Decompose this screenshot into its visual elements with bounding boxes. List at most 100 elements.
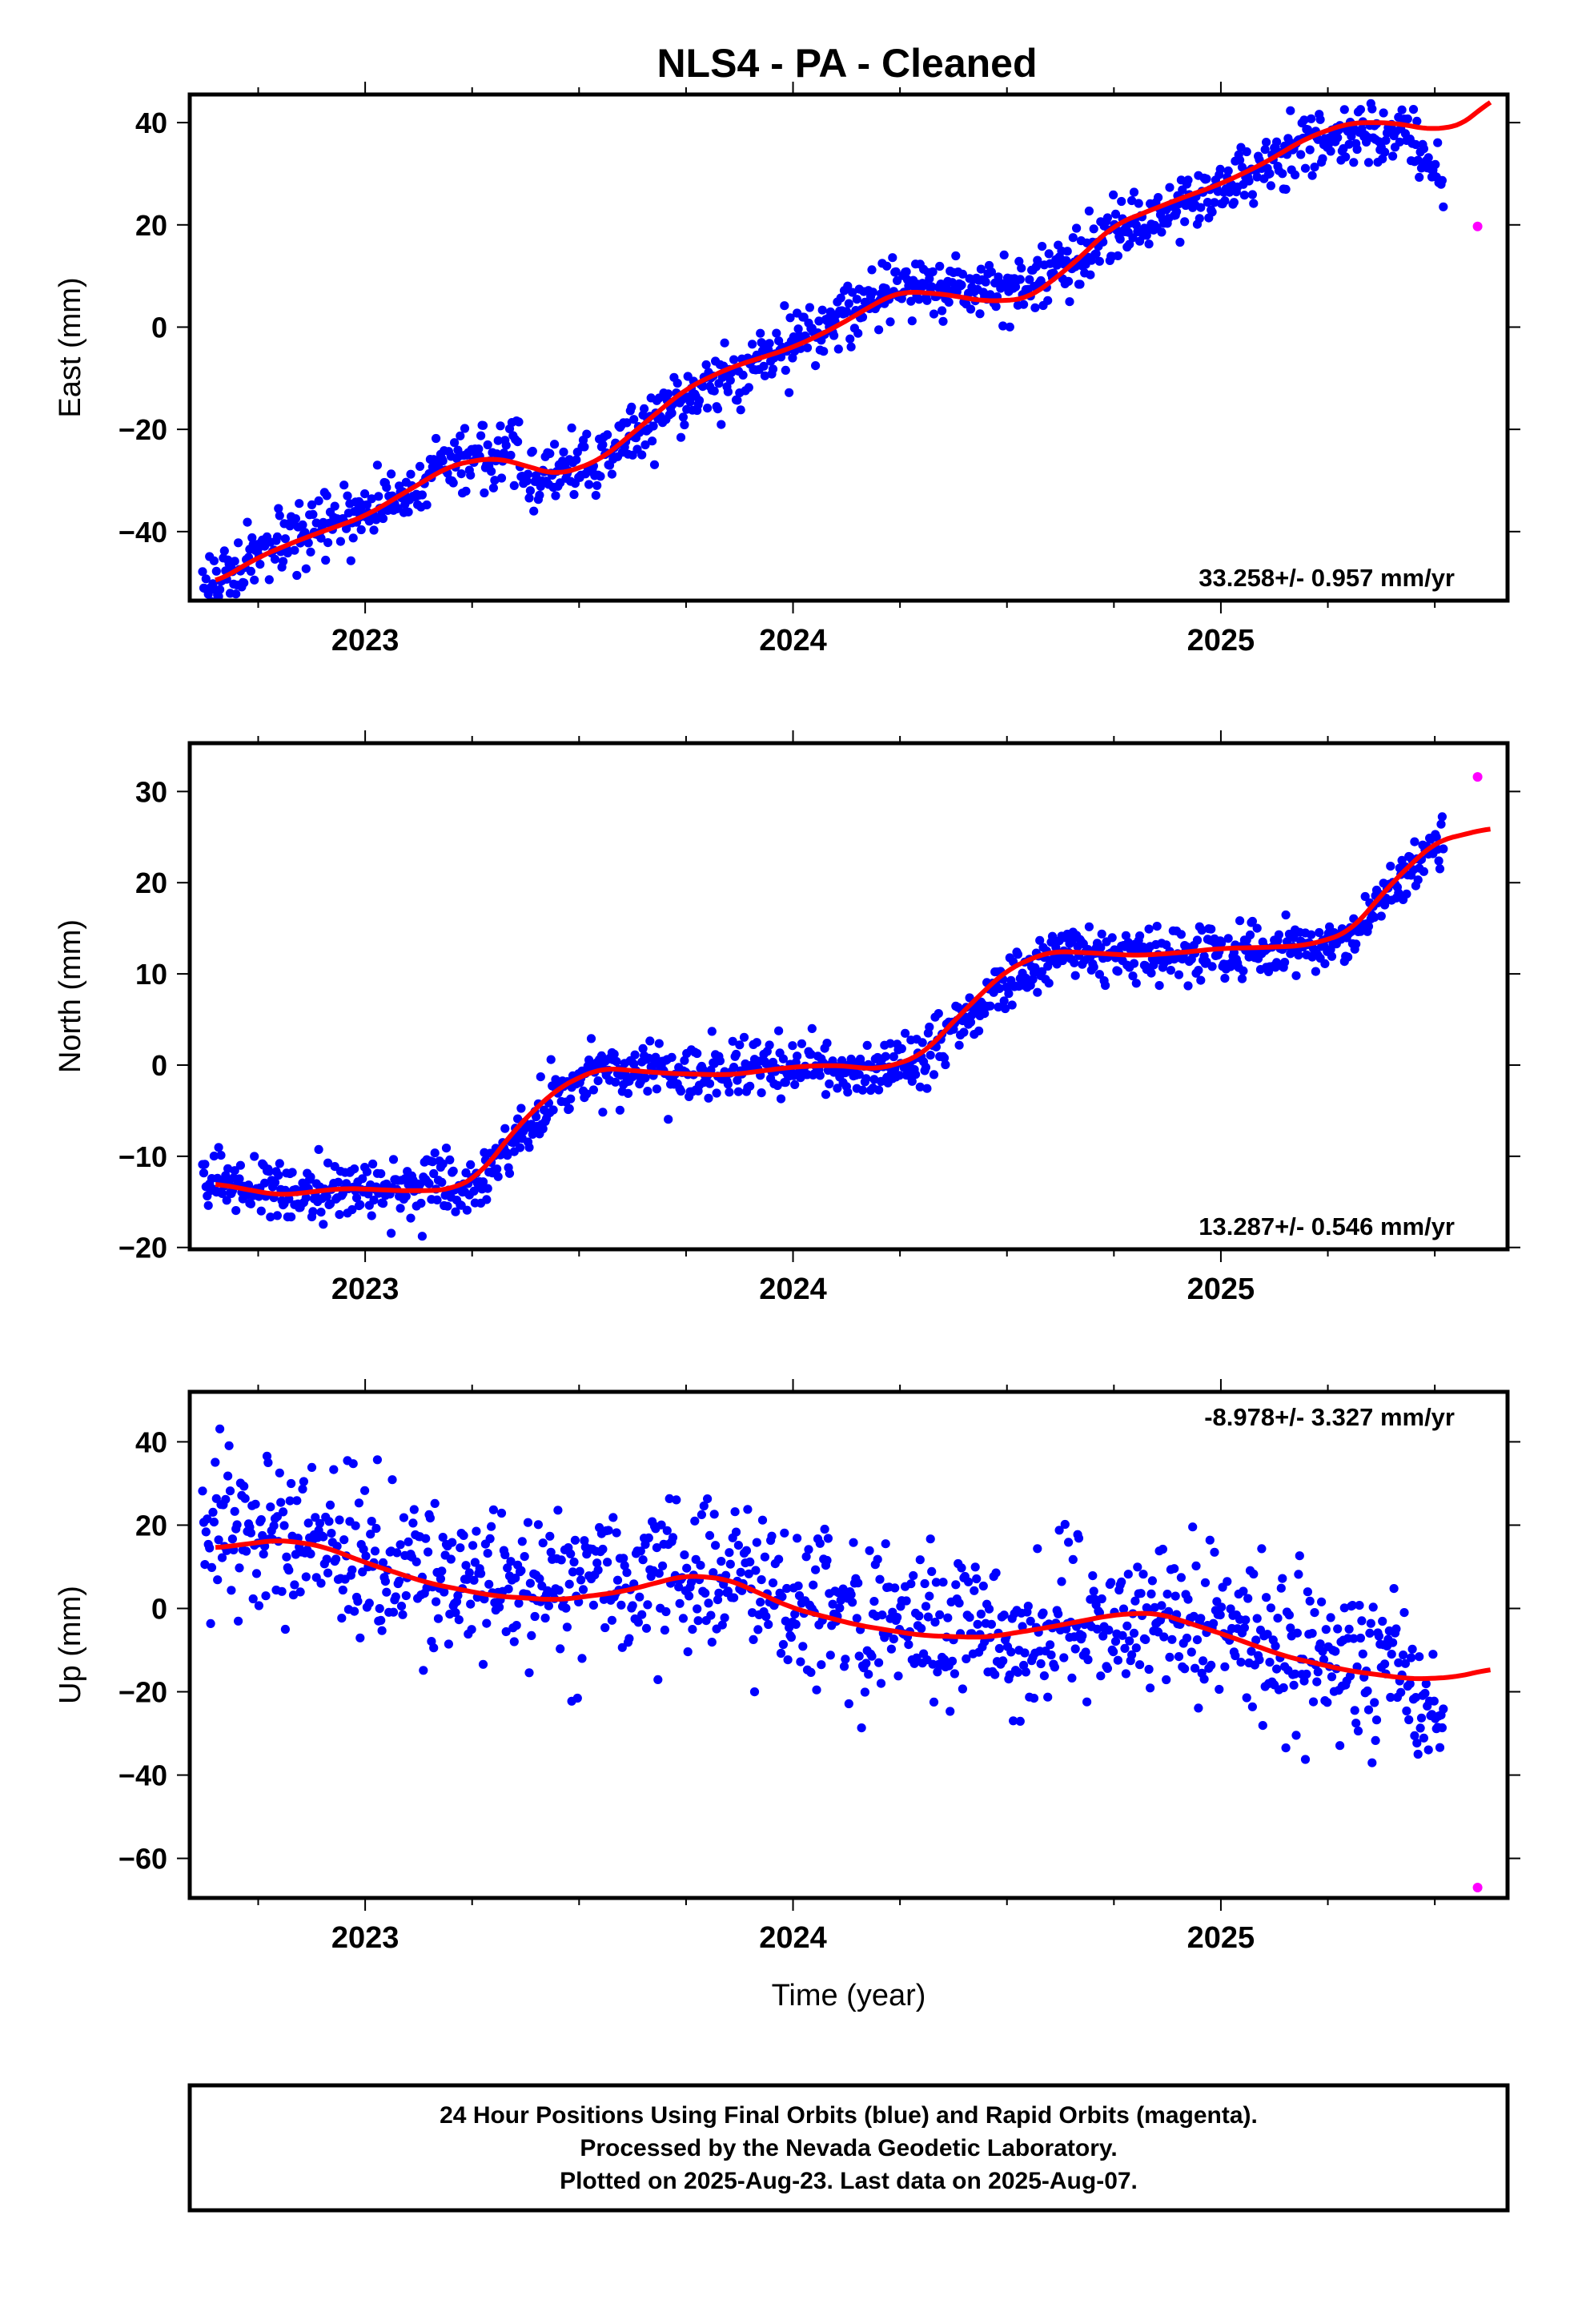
final-orbit-point — [1058, 955, 1067, 966]
y-tick-label: −20 — [118, 413, 167, 446]
final-orbit-point — [367, 1211, 376, 1220]
final-orbit-point — [1166, 966, 1175, 975]
final-orbit-point — [440, 1587, 449, 1597]
final-orbit-point — [1274, 930, 1283, 939]
final-orbit-point — [1355, 1633, 1365, 1643]
final-orbit-point — [1129, 1628, 1139, 1638]
final-orbit-point — [1245, 930, 1255, 940]
final-orbit-point — [1020, 1648, 1030, 1658]
final-orbit-point — [1286, 1623, 1295, 1633]
final-orbit-point — [874, 1658, 884, 1667]
final-orbit-point — [301, 1193, 311, 1203]
final-orbit-point — [279, 1507, 288, 1517]
final-orbit-point — [738, 370, 748, 380]
final-orbit-point — [1109, 190, 1118, 199]
final-orbit-point — [1123, 938, 1133, 947]
final-orbit-point — [209, 1152, 219, 1161]
final-orbit-point — [619, 1554, 628, 1563]
final-orbit-point — [424, 1179, 434, 1188]
final-orbit-point — [1299, 1676, 1309, 1686]
final-orbit-point — [628, 1601, 637, 1610]
final-orbit-point — [984, 1604, 994, 1614]
final-orbit-point — [931, 1578, 941, 1587]
final-orbit-point — [764, 1619, 773, 1630]
final-orbit-point — [269, 1521, 279, 1530]
final-orbit-point — [938, 306, 947, 316]
final-orbit-point — [1402, 889, 1411, 899]
final-orbit-point — [1360, 891, 1370, 902]
final-orbit-point — [756, 1598, 765, 1607]
final-orbit-point — [355, 1200, 365, 1209]
final-orbit-point — [1064, 1538, 1074, 1547]
final-orbit-point — [648, 421, 658, 431]
final-orbit-point — [706, 1610, 716, 1620]
final-orbit-point — [1241, 1615, 1251, 1625]
final-orbit-point — [391, 1592, 400, 1602]
final-orbit-point — [575, 1566, 584, 1576]
final-orbit-point — [915, 1082, 925, 1092]
final-orbit-point — [417, 490, 428, 500]
final-orbit-point — [1154, 981, 1164, 991]
final-orbit-point — [415, 461, 425, 472]
final-orbit-point — [337, 1614, 347, 1623]
final-orbit-point — [897, 1043, 906, 1054]
final-orbit-point — [492, 1164, 502, 1174]
final-orbit-point — [933, 1667, 942, 1677]
final-orbit-point — [261, 1591, 271, 1601]
final-orbit-point — [1147, 1576, 1157, 1586]
final-orbit-point — [1196, 975, 1206, 985]
final-orbit-point — [757, 1515, 768, 1525]
final-orbit-point — [335, 537, 345, 546]
final-orbit-point — [1081, 1647, 1090, 1657]
final-orbit-point — [1315, 927, 1324, 938]
final-orbit-point — [201, 1527, 211, 1537]
final-orbit-point — [1162, 940, 1171, 950]
final-orbit-point — [603, 430, 612, 440]
final-orbit-point — [274, 1171, 283, 1180]
final-orbit-point — [962, 1654, 971, 1663]
final-orbit-point — [1207, 1660, 1216, 1670]
final-orbit-point — [1172, 207, 1182, 216]
caption-box: 24 Hour Positions Using Final Orbits (bl… — [187, 2083, 1510, 2213]
final-orbit-point — [476, 1569, 486, 1578]
final-orbit-point — [617, 1642, 627, 1652]
final-orbit-point — [535, 490, 544, 500]
final-orbit-point — [1165, 183, 1174, 192]
final-orbit-point — [1370, 1698, 1379, 1707]
final-orbit-point — [1434, 856, 1443, 866]
final-orbit-point — [844, 299, 853, 308]
plot-area — [198, 94, 1492, 601]
final-orbit-point — [976, 264, 986, 274]
final-orbit-point — [1067, 1673, 1077, 1683]
final-orbit-point — [1403, 114, 1412, 124]
final-orbit-point — [1033, 1544, 1042, 1554]
final-orbit-point — [1209, 1618, 1219, 1628]
final-orbit-point — [1252, 172, 1262, 182]
final-orbit-point — [567, 423, 576, 433]
final-orbit-point — [1349, 1634, 1359, 1643]
final-orbit-point — [1107, 933, 1117, 943]
final-orbit-point — [1133, 1562, 1142, 1572]
final-orbit-point — [316, 1578, 326, 1588]
final-orbit-point — [298, 1484, 307, 1494]
final-orbit-point — [972, 1574, 982, 1584]
final-orbit-point — [998, 1656, 1008, 1666]
final-orbit-point — [1036, 1659, 1046, 1669]
final-orbit-point — [723, 1080, 733, 1089]
final-orbit-point — [776, 1648, 786, 1659]
rate-annotation: 33.258+/- 0.957 mm/yr — [1199, 564, 1455, 592]
final-orbit-point — [263, 1458, 273, 1467]
final-orbit-point — [1183, 1594, 1193, 1604]
y-axis-label: East (mm) — [54, 277, 87, 417]
final-orbit-point — [1419, 144, 1428, 154]
final-orbit-point — [1371, 1735, 1380, 1745]
final-orbit-point — [607, 469, 617, 479]
final-orbit-point — [888, 253, 897, 263]
final-orbit-point — [214, 1535, 223, 1545]
final-orbit-point — [1326, 1613, 1335, 1622]
final-orbit-point — [1135, 931, 1145, 941]
final-orbit-point — [1044, 249, 1054, 259]
final-orbit-point — [1237, 163, 1247, 172]
final-orbit-point — [199, 1168, 209, 1178]
final-orbit-point — [577, 1654, 587, 1663]
